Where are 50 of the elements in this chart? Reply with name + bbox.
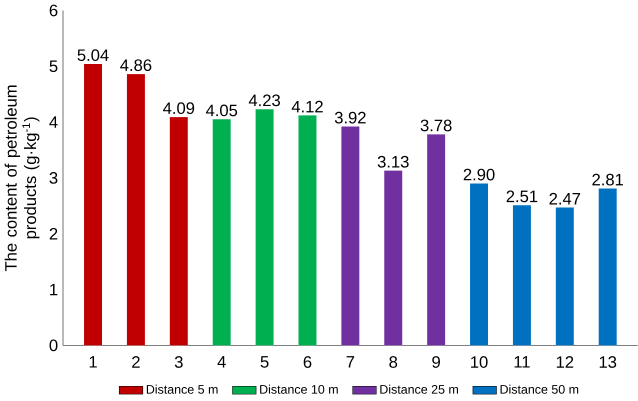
x-tick-label: 7 [346,356,354,368]
y-tick-label: 5 [50,60,58,72]
x-tick-label: 12 [556,356,574,368]
data-label: 2.90 [464,168,495,180]
x-tick-label: 9 [432,356,440,368]
x-tick-label: 4 [217,356,226,368]
x-tick-label: 6 [304,356,312,368]
data-label: 4.86 [120,59,152,71]
data-label: 2.47 [549,192,580,204]
legend-label: Distance 10 m [260,384,338,394]
x-tick-label: 11 [514,356,530,368]
bar [341,126,360,346]
data-label: 2.81 [592,174,624,186]
bar [598,188,617,346]
x-tick-label: 8 [389,356,398,368]
bar [470,183,488,346]
legend-label: Distance 25 m [380,384,458,394]
x-tick-label: 1 [90,356,97,368]
bar [84,64,102,346]
y-tick-label: 4 [49,116,58,128]
data-label: 4.09 [163,102,194,114]
bar [512,205,531,346]
data-label: 4.05 [206,104,238,116]
legend-label: Distance 50 m [500,384,578,394]
bar [556,207,574,346]
bar [212,119,231,346]
bar [170,116,188,346]
data-label: 5.04 [78,49,109,61]
bar [126,74,145,346]
y-tick-label: 2 [50,228,58,240]
data-label: 4.12 [292,100,323,112]
data-label: 2.51 [506,190,538,202]
data-label: 3.92 [334,112,366,124]
legend-label: Distance 5 m [146,384,218,394]
data-label: 3.78 [420,119,452,132]
x-tick-label: 10 [471,356,488,368]
y-tick-label: 0 [50,339,58,352]
bar [384,170,402,346]
x-tick-label: 2 [132,356,140,368]
bar [427,134,446,346]
x-tick-label: 5 [260,356,268,368]
bar [298,115,316,346]
data-label: 4.23 [248,94,280,106]
y-tick-label: 3 [50,172,58,184]
x-tick-label: 3 [174,356,183,368]
y-tick-label: 6 [50,4,58,16]
bar [256,109,274,346]
data-label: 3.13 [378,156,409,168]
y-tick-label: 1 [50,284,58,296]
x-tick-label: 13 [600,356,616,368]
